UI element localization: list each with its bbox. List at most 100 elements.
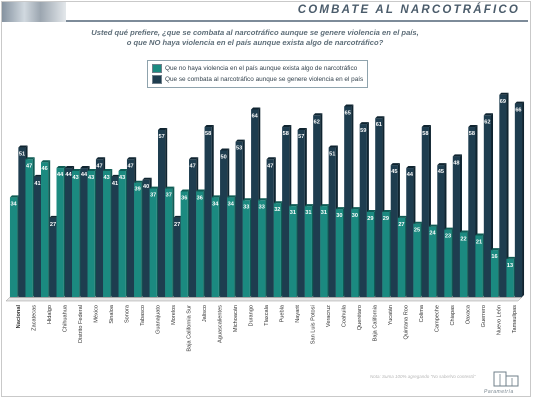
bar-s1-30-face [475, 235, 483, 297]
bar-s2-9-face [157, 129, 166, 297]
bar-s1-1-label: 47 [26, 163, 32, 169]
bar-s1-3 [56, 166, 66, 297]
bar-s1-16 [258, 198, 268, 297]
bar-s1-20-face [320, 206, 328, 297]
bar-s1-20 [320, 204, 330, 297]
page-title: COMBATE AL NARCOTRÁFICO [297, 4, 520, 16]
bar-s1-16-top [258, 198, 268, 201]
bar-s2-24-top [390, 163, 400, 166]
bar-s1-18-face [289, 206, 297, 297]
bar-s2-1-top [33, 174, 44, 177]
bar-s2-13-face [220, 150, 228, 297]
bar-s2-4-face [80, 168, 88, 297]
bar-s1-31-face [490, 250, 499, 297]
legend-item-series-1: Que no haya violencia en el país aunque … [152, 63, 363, 74]
bar-s1-11-face [180, 191, 188, 297]
bar-s1-12-face [196, 191, 204, 297]
x-tick-label-0: Nacional [16, 305, 22, 329]
x-tick-label-15: Durango [248, 305, 254, 326]
bar-s1-24 [382, 210, 392, 297]
bar-s2-1-face [33, 176, 42, 297]
bar-s1-13 [211, 195, 221, 297]
legend-item-series-2: Que se combata al narcotráfico aunque se… [152, 74, 363, 85]
bar-s1-28-label: 23 [445, 234, 451, 240]
bar-s2-20-top [328, 145, 338, 148]
bar-s1-14 [227, 195, 237, 297]
x-tick-label-25: Quintana Roo [404, 305, 410, 340]
bar-s2-14-face [235, 141, 243, 297]
bar-s2-6-label: 41 [112, 181, 118, 187]
bar-s1-22 [351, 207, 361, 297]
bar-s2-26-top [421, 125, 431, 128]
bar-s2-11-face [189, 159, 197, 297]
bar-s2-8-label: 40 [143, 184, 149, 190]
bar-s2-17-face [282, 127, 290, 298]
x-tick-label-23: Baja California [373, 304, 379, 341]
bar-s2-15-label: 64 [252, 113, 259, 119]
bar-s2-15-top [251, 107, 261, 110]
bar-s2-16-top [266, 157, 276, 160]
bar-s1-20-label: 31 [321, 210, 327, 216]
bar-s1-9 [149, 186, 159, 297]
x-tick-label-16: Tlaxcala [264, 304, 270, 326]
bar-s1-31-top [490, 248, 501, 251]
bar-s2-30-label: 62 [484, 119, 490, 125]
bar-s1-14-face [227, 197, 235, 297]
bar-s2-29-face [468, 127, 476, 298]
bar-s1-21-top [335, 207, 345, 210]
bar-s2-4-label: 44 [81, 172, 88, 178]
bar-s1-24-label: 29 [383, 216, 389, 222]
bar-s2-1-label: 41 [34, 181, 40, 187]
bar-s1-1-top [25, 157, 35, 160]
bar-s2-27-label: 45 [438, 169, 444, 175]
bar-s2-10-top [173, 215, 183, 218]
header-rule [66, 20, 528, 22]
bar-s1-9-face [149, 188, 157, 297]
bar-s2-28-face [452, 156, 460, 297]
bar-s2-15-face [251, 109, 259, 297]
bar-s1-18 [289, 204, 299, 297]
bar-s2-31-face [499, 94, 507, 298]
bar-s1-24-top [382, 210, 392, 213]
bar-s1-21-face [335, 209, 343, 297]
x-tick-label-12: Jalisco [202, 305, 208, 322]
bar-s1-7-face [118, 170, 126, 297]
bar-s2-19-top [313, 113, 323, 116]
bar-s2-18-label: 57 [298, 134, 304, 140]
legend-label-series-2: Que se combata al narcotráfico aunque se… [165, 76, 364, 83]
bar-s2-11-top [189, 157, 199, 160]
bar-s1-0-top [9, 195, 20, 198]
bar-s1-0-face [9, 197, 18, 297]
bar-s2-5-top [95, 157, 106, 160]
bar-s1-22-top [351, 207, 361, 210]
bar-s2-29-label: 58 [469, 131, 475, 137]
bar-s1-6 [103, 168, 113, 297]
bar-s2-19-face [313, 115, 321, 297]
bar-s2-31-label: 69 [500, 99, 506, 105]
bar-s2-28-label: 48 [453, 160, 459, 166]
bar-s2-0-face [18, 147, 26, 297]
bar-s2-25-face [406, 168, 414, 297]
bar-s2-27-top [437, 163, 447, 166]
question-line-1: Usted qué prefiere, ¿que se combata al n… [91, 28, 419, 37]
question-line-2: o que NO haya violencia en el país aunqu… [126, 38, 384, 47]
x-tick-label-18: Nayarit [295, 305, 301, 323]
bar-s2-13-top [220, 148, 230, 151]
bar-s1-15-top [242, 198, 252, 201]
x-tick-label-3: Chihuahua [62, 304, 68, 332]
x-tick-label-7: Sonora [124, 304, 130, 323]
bar-s1-11 [180, 189, 190, 297]
x-tick-label-17: Puebla [280, 304, 286, 322]
bar-s1-27-face [428, 226, 437, 297]
bar-s1-3-top [56, 166, 66, 169]
bar-s1-1-face [25, 159, 33, 297]
bar-s1-14-label: 34 [228, 201, 235, 207]
x-tick-label-27: Campeche [435, 305, 441, 332]
bar-s1-30-top [475, 233, 485, 236]
bar-s1-4-label: 43 [73, 175, 79, 181]
bar-s1-25-label: 27 [398, 222, 404, 228]
bar-s1-27-label: 24 [429, 231, 436, 237]
x-tick-label-8: Tabasco [140, 305, 146, 326]
bar-s1-10-top [165, 186, 175, 189]
